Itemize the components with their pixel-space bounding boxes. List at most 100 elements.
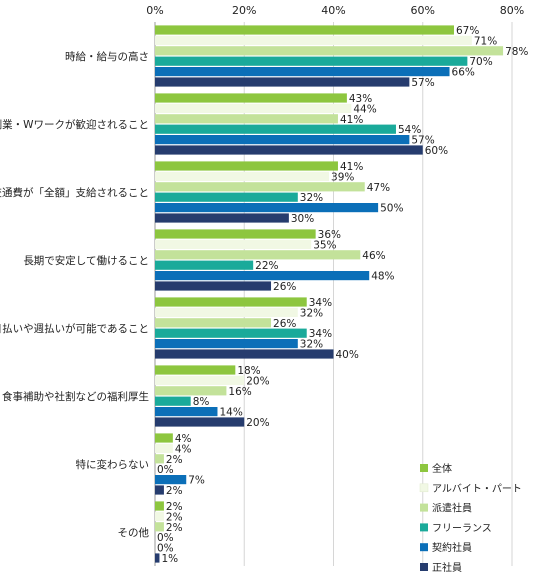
bar	[155, 145, 423, 155]
bar	[155, 192, 298, 202]
bar	[155, 307, 298, 317]
data-label: 34%	[309, 328, 332, 340]
bar	[155, 349, 334, 359]
bar	[155, 213, 289, 223]
data-label: 32%	[300, 307, 323, 319]
data-label: 8%	[193, 396, 210, 408]
legend-swatch	[420, 523, 428, 532]
bars	[155, 25, 504, 563]
bar	[155, 124, 396, 134]
x-tick-label: 0%	[146, 4, 163, 17]
legend-swatch	[420, 464, 428, 472]
data-label: 43%	[349, 93, 372, 105]
bar	[155, 46, 504, 56]
bar	[155, 77, 410, 87]
bar	[155, 135, 410, 145]
category-label: 時給・給与の高さ	[65, 50, 149, 63]
data-label: 2%	[166, 454, 183, 466]
category-label: 交通費が「全額」支給されること	[0, 186, 149, 199]
legend-label: 正社員	[432, 561, 462, 574]
bar	[155, 56, 468, 66]
bar	[155, 103, 352, 113]
bar	[155, 281, 272, 291]
bar	[155, 443, 173, 453]
data-label: 2%	[166, 501, 183, 513]
data-label: 20%	[246, 375, 269, 387]
x-tick-label: 40%	[321, 4, 345, 17]
data-label: 22%	[255, 260, 278, 272]
data-label: 48%	[371, 271, 394, 283]
data-label: 67%	[456, 25, 479, 37]
bar	[155, 417, 245, 427]
bar	[155, 485, 164, 495]
bar	[155, 171, 330, 181]
data-label: 46%	[362, 250, 385, 262]
data-label: 2%	[166, 485, 183, 497]
x-tick-label: 80%	[500, 4, 524, 17]
data-label: 50%	[380, 203, 403, 215]
bar	[155, 93, 347, 103]
category-label: 日払いや週払いが可能であること	[0, 322, 149, 335]
bar	[155, 35, 472, 45]
data-label: 20%	[246, 417, 269, 429]
data-label: 41%	[340, 161, 363, 173]
bar	[155, 271, 370, 281]
bar	[155, 250, 361, 260]
data-label: 70%	[469, 56, 492, 68]
data-label: 4%	[175, 443, 192, 455]
data-label: 1%	[161, 553, 178, 565]
bar	[155, 260, 254, 270]
data-label: 57%	[411, 135, 434, 147]
category-label: 長期で安定して働けること	[23, 254, 149, 267]
legend-label: フリーランス	[432, 522, 492, 534]
data-label: 41%	[340, 114, 363, 126]
bar	[155, 161, 338, 171]
category-label: 副業・Wワークが歓迎されること	[0, 118, 149, 131]
bar	[155, 475, 187, 485]
data-label: 18%	[237, 365, 260, 377]
bar	[155, 239, 312, 249]
data-label: 57%	[411, 77, 434, 89]
legend-swatch	[420, 563, 428, 571]
bar	[155, 501, 164, 511]
bar	[155, 203, 379, 213]
data-label: 7%	[188, 475, 205, 487]
x-axis-ticks: 0% 20% 40% 60% 80%	[146, 4, 524, 17]
data-label: 66%	[452, 67, 475, 79]
data-label: 78%	[505, 46, 528, 58]
data-label: 14%	[219, 407, 242, 419]
legend-label: 契約社員	[432, 541, 472, 554]
data-label: 0%	[157, 543, 174, 555]
legend-swatch	[419, 483, 429, 493]
bar	[155, 25, 454, 35]
category-label: 特に変わらない	[76, 458, 150, 471]
data-label: 54%	[398, 124, 421, 136]
legend-swatch	[420, 503, 428, 512]
legend-label: 派遣社員	[432, 502, 472, 515]
data-label: 0%	[157, 532, 174, 544]
data-label: 34%	[309, 297, 332, 309]
data-label: 2%	[166, 522, 183, 534]
x-tick-label: 60%	[411, 4, 435, 17]
data-label: 35%	[313, 239, 336, 251]
category-labels: 時給・給与の高さ副業・Wワークが歓迎されること交通費が「全額」支給されること長期…	[0, 50, 149, 539]
data-label: 32%	[300, 339, 323, 351]
data-label: 16%	[228, 386, 251, 398]
bar	[155, 328, 307, 338]
bar	[155, 511, 164, 521]
data-labels: 67%71%78%70%66%57%43%44%41%54%57%60%41%3…	[157, 25, 528, 565]
data-label: 4%	[175, 433, 192, 445]
legend-label: アルバイト・パート	[432, 483, 522, 495]
bar	[155, 522, 164, 532]
data-label: 39%	[331, 171, 354, 183]
bar	[155, 182, 365, 192]
bar	[155, 339, 298, 349]
data-label: 32%	[300, 192, 323, 204]
data-label: 26%	[273, 281, 296, 293]
x-tick-label: 20%	[232, 4, 256, 17]
data-label: 36%	[318, 229, 341, 241]
bar	[155, 67, 450, 77]
category-label: その他	[118, 526, 150, 539]
